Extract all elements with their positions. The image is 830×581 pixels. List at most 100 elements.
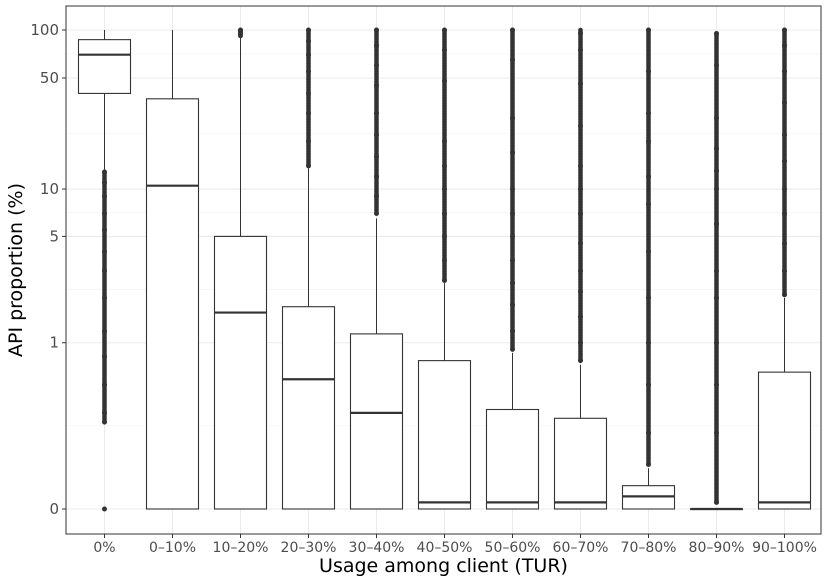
- outlier-point: [510, 210, 515, 216]
- outlier-point: [306, 110, 311, 116]
- outlier-point: [510, 233, 515, 239]
- outlier-point: [510, 302, 515, 308]
- iqr-box: [757, 371, 812, 510]
- outlier-point: [578, 31, 583, 37]
- outlier-point: [306, 90, 311, 96]
- outlier-point: [442, 27, 447, 33]
- outlier-point: [782, 42, 787, 48]
- outlier-point: [510, 258, 515, 264]
- y-tick-label: 5: [49, 227, 59, 245]
- outlier-point: [306, 138, 311, 144]
- outlier-point: [510, 27, 515, 33]
- outlier-point: [714, 499, 719, 505]
- outlier-point: [510, 150, 515, 156]
- outlier-point: [714, 168, 719, 174]
- outlier-point: [374, 42, 379, 48]
- x-tick-label: 0–10%: [149, 540, 196, 556]
- y-tick-label: 10: [40, 180, 59, 198]
- outlier-point: [442, 47, 447, 53]
- outlier-point: [102, 179, 107, 185]
- iqr-box: [485, 408, 540, 510]
- outlier-point: [306, 68, 311, 74]
- outlier-point: [578, 123, 583, 129]
- outlier-point: [714, 146, 719, 152]
- outlier-point: [714, 430, 719, 436]
- outlier-point: [578, 340, 583, 346]
- outlier-point: [374, 62, 379, 68]
- outlier-point: [714, 268, 719, 274]
- outlier-point: [646, 430, 651, 436]
- x-axis-ticks: 0% 0–10% 10–20% 20–30% 30–40% 40–50% 50–60% 60–…: [93, 534, 817, 556]
- x-tick-label: 10–20%: [213, 540, 269, 556]
- outlier-point: [714, 115, 719, 121]
- iqr-box: [77, 39, 132, 94]
- outlier-point: [374, 193, 379, 199]
- iqr-box: [281, 306, 336, 510]
- outlier-point: [374, 210, 379, 216]
- outlier-point: [238, 27, 243, 33]
- outlier-point: [782, 268, 787, 274]
- outlier-point: [442, 78, 447, 84]
- outlier-point: [306, 27, 311, 33]
- x-tick-label: 60–70%: [553, 540, 609, 556]
- outlier-point: [306, 52, 311, 58]
- outlier-point: [102, 210, 107, 216]
- y-tick-label: 0: [49, 500, 59, 518]
- outlier-point: [510, 346, 515, 352]
- outlier-point: [442, 210, 447, 216]
- y-axis-title: API proportion (%): [5, 183, 27, 357]
- outlier-point: [578, 358, 583, 364]
- outlier-point: [782, 27, 787, 33]
- outlier-point: [646, 249, 651, 255]
- outlier-point: [102, 354, 107, 360]
- outlier-point: [510, 115, 515, 121]
- outlier-point: [646, 110, 651, 116]
- outlier-point: [306, 38, 311, 44]
- y-tick-label: 1: [49, 334, 59, 352]
- outlier-point: [102, 328, 107, 334]
- outlier-point: [578, 268, 583, 274]
- y-tick-label: 50: [40, 69, 59, 87]
- outlier-point: [578, 289, 583, 295]
- iqr-box: [417, 360, 472, 510]
- outlier-point: [442, 186, 447, 192]
- outlier-point: [646, 382, 651, 388]
- outlier-point: [714, 295, 719, 301]
- outlier-point: [578, 163, 583, 169]
- outlier-point: [102, 410, 107, 416]
- outlier-point: [782, 292, 787, 298]
- outlier-point: [578, 314, 583, 320]
- outlier-point: [782, 132, 787, 138]
- outlier-point: [102, 249, 107, 255]
- outlier-points: [102, 27, 787, 512]
- outlier-point: [374, 132, 379, 138]
- outlier-point: [102, 506, 107, 512]
- outlier-point: [306, 163, 311, 169]
- outlier-point: [714, 340, 719, 346]
- whiskers: [104, 30, 785, 486]
- outlier-point: [510, 280, 515, 286]
- outlier-point: [442, 233, 447, 239]
- outlier-point: [646, 295, 651, 301]
- outlier-point: [714, 221, 719, 227]
- outlier-point: [442, 163, 447, 169]
- outlier-point: [714, 62, 719, 68]
- outlier-point: [102, 268, 107, 274]
- outlier-point: [714, 186, 719, 192]
- outlier-point: [510, 57, 515, 63]
- outlier-point: [782, 68, 787, 74]
- outlier-point: [374, 173, 379, 179]
- outlier-point: [578, 241, 583, 247]
- outlier-point: [646, 340, 651, 346]
- outlier-point: [442, 258, 447, 264]
- outlier-point: [102, 193, 107, 199]
- outlier-point: [646, 27, 651, 33]
- outlier-point: [782, 186, 787, 192]
- outlier-point: [374, 27, 379, 33]
- outlier-point: [374, 154, 379, 160]
- outlier-point: [102, 169, 107, 175]
- outlier-point: [578, 47, 583, 53]
- outlier-point: [646, 173, 651, 179]
- outlier-point: [646, 68, 651, 74]
